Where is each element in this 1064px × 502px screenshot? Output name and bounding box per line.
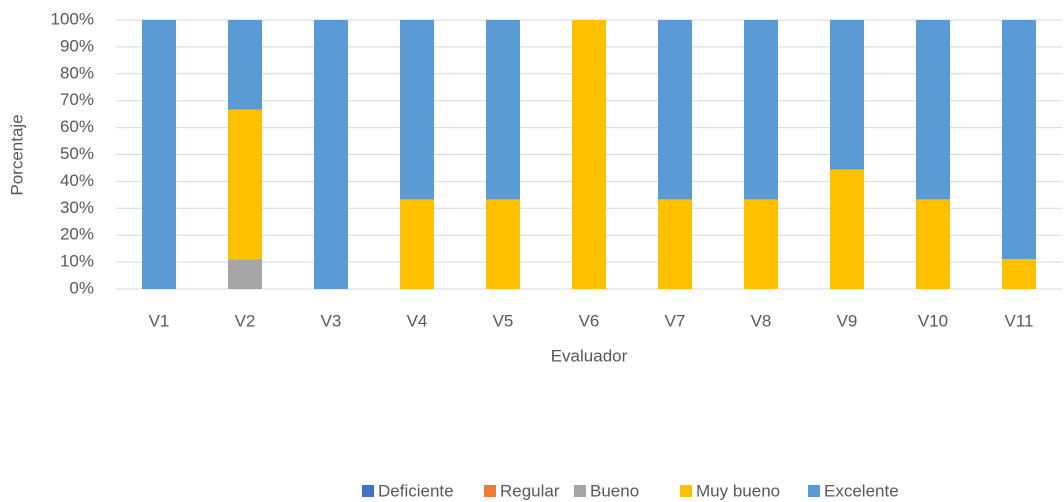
y-tick-label: 80%: [60, 63, 94, 82]
bar-segment: [228, 259, 262, 289]
legend-swatch: [574, 485, 586, 497]
x-tick-label: V1: [149, 311, 170, 330]
legend-label: Bueno: [590, 481, 639, 500]
bar-segment: [1002, 259, 1036, 289]
bar-segment: [1002, 20, 1036, 260]
y-tick-label: 50%: [60, 144, 94, 163]
bar-segment: [228, 20, 262, 110]
x-tick-label: V4: [407, 311, 428, 330]
bar-segment: [486, 199, 520, 289]
x-tick-label: V5: [493, 311, 514, 330]
legend-swatch: [808, 485, 820, 497]
bar-segment: [400, 20, 434, 200]
y-tick-label: 90%: [60, 36, 94, 55]
bar-segment: [658, 199, 692, 289]
bar-segment: [572, 20, 606, 289]
bar-segment: [142, 20, 176, 289]
y-axis-title: Porcentaje: [7, 114, 26, 195]
y-tick-label: 60%: [60, 117, 94, 136]
legend-swatch: [680, 485, 692, 497]
bar-segment: [916, 20, 950, 200]
y-tick-label: 40%: [60, 171, 94, 190]
bar-segment: [658, 20, 692, 200]
y-tick-label: 100%: [51, 9, 94, 28]
y-tick-label: 70%: [60, 90, 94, 109]
bar-segment: [916, 199, 950, 289]
bar-segment: [830, 20, 864, 170]
bar-segment: [228, 109, 262, 260]
x-tick-label: V11: [1005, 311, 1034, 330]
x-tick-label: V3: [321, 311, 342, 330]
x-axis-title: Evaluador: [551, 346, 628, 365]
legend-swatch: [362, 485, 374, 497]
x-tick-label: V8: [751, 311, 772, 330]
bar-segment: [486, 20, 520, 200]
bar-segment: [744, 20, 778, 200]
x-tick-label: V2: [235, 311, 256, 330]
legend-label: Regular: [500, 481, 560, 500]
legend-swatch: [484, 485, 496, 497]
x-tick-label: V6: [579, 311, 600, 330]
y-tick-label: 0%: [69, 278, 94, 297]
legend-label: Excelente: [824, 481, 899, 500]
legend-label: Deficiente: [378, 481, 454, 500]
bar-segment: [400, 199, 434, 289]
y-tick-label: 30%: [60, 198, 94, 217]
x-tick-label: V10: [918, 311, 948, 330]
x-tick-label: V7: [665, 311, 686, 330]
bar-segment: [830, 169, 864, 289]
bar-segment: [744, 199, 778, 289]
bar-segment: [314, 20, 348, 289]
y-tick-label: 20%: [60, 225, 94, 244]
legend-label: Muy bueno: [696, 481, 780, 500]
x-tick-label: V9: [837, 311, 858, 330]
y-tick-label: 10%: [60, 252, 94, 271]
